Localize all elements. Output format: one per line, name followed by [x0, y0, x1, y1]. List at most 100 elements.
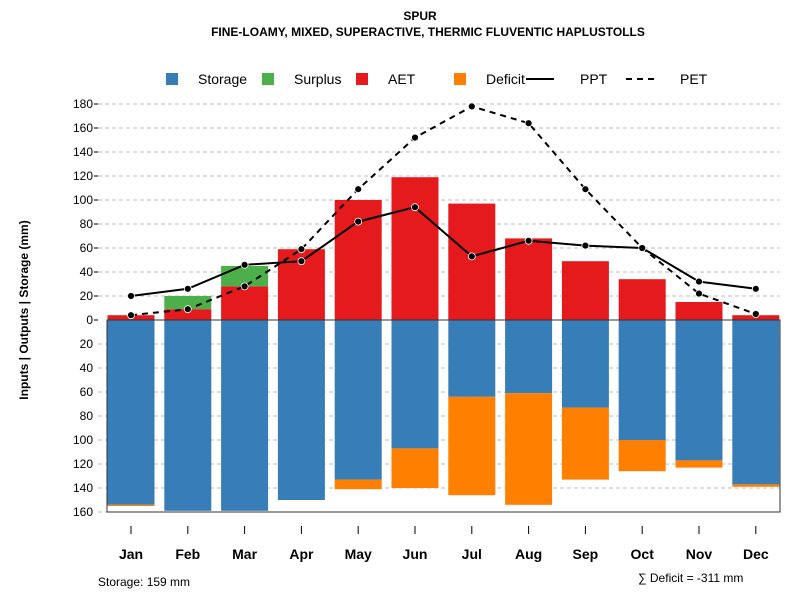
storage-bar [107, 320, 155, 505]
storage-bar [618, 320, 666, 440]
storage-bar [221, 320, 269, 511]
pet-point [183, 305, 192, 314]
pet-point [751, 310, 760, 318]
y-tick-label: 120 [73, 169, 93, 183]
y-tick-label: 60 [80, 385, 94, 399]
x-tick-label: Dec [743, 546, 769, 562]
pet-point [354, 185, 363, 194]
deficit-bar [561, 407, 609, 480]
x-tick-label: Apr [289, 546, 314, 562]
pet-point [411, 133, 419, 142]
legend-label-surplus: Surplus [294, 71, 341, 87]
ppt-point [524, 236, 533, 245]
storage-bar [561, 320, 609, 408]
aet-bar [164, 309, 212, 320]
storage-bar [277, 320, 325, 500]
ppt-point [411, 203, 419, 212]
storage-bar [448, 320, 496, 397]
x-tick-label: Jul [462, 546, 482, 562]
y-tick-label: 140 [73, 145, 93, 159]
y-tick-label: 120 [73, 457, 93, 471]
y-tick-label: 40 [80, 265, 94, 279]
pet-point [297, 245, 306, 254]
y-tick-label: 160 [73, 121, 93, 135]
pet-point [581, 185, 590, 194]
x-tick-label: Feb [175, 546, 200, 562]
ppt-point [183, 284, 192, 293]
surplus-bar [164, 296, 212, 310]
aet-bar [448, 203, 496, 320]
pet-line [130, 105, 757, 317]
storage-bar [164, 320, 212, 511]
x-tick-label: Sep [573, 546, 599, 562]
y-tick-label: 20 [80, 337, 94, 351]
ppt-point [297, 257, 306, 266]
pet-point [524, 119, 533, 128]
legend-swatch-surplus [262, 73, 274, 85]
y-tick-label: 80 [80, 409, 94, 423]
ppt-point [695, 277, 703, 286]
y-axis-label: Inputs | Outputs | Storage (mm) [17, 220, 31, 399]
legend-label-storage: Storage [198, 71, 247, 87]
storage-bar [391, 320, 439, 449]
ppt-point [240, 260, 249, 269]
deficit-bar [334, 479, 382, 490]
ppt-point [638, 244, 647, 252]
deficit-annotation: ∑ Deficit = -311 mm [638, 571, 743, 585]
storage-annotation: Storage: 159 mm [98, 575, 190, 589]
deficit-bar [675, 460, 723, 468]
deficit-bar [107, 504, 155, 506]
pet-point [240, 282, 249, 291]
x-tick-label: May [345, 546, 372, 562]
storage-frame [106, 319, 781, 513]
ppt-point [751, 284, 760, 293]
y-tick-label: 80 [80, 217, 94, 231]
legend-label-pet: PET [680, 71, 708, 87]
x-tick-label: Jan [119, 546, 143, 562]
chart-subtitle: FINE-LOAMY, MIXED, SUPERACTIVE, THERMIC … [211, 25, 645, 39]
y-tick-label: 180 [73, 97, 93, 111]
aet-bar [221, 286, 269, 320]
legend-label-ppt: PPT [580, 71, 608, 87]
ppt-point [467, 252, 476, 261]
aet-bar [505, 238, 553, 320]
x-tick-label: Aug [515, 546, 542, 562]
storage-bar [334, 320, 382, 480]
legend-label-deficit: Deficit [486, 71, 525, 87]
legend-swatch-deficit [454, 73, 466, 85]
y-tick-label: 40 [80, 361, 94, 375]
y-tick-label: 20 [80, 289, 94, 303]
pet-point [467, 102, 476, 111]
pet-point [695, 289, 703, 298]
storage-bar [675, 320, 723, 461]
ppt-point [581, 241, 590, 250]
surplus-bar [221, 266, 269, 287]
deficit-bar [505, 393, 553, 505]
x-tick-label: Mar [232, 546, 257, 562]
aet-bar [675, 302, 723, 320]
y-tick-label: 160 [73, 505, 93, 519]
deficit-bar [448, 396, 496, 496]
legend-swatch-aet [356, 73, 368, 85]
aet-bar [391, 177, 439, 320]
pet-point [127, 311, 135, 320]
deficit-bar [732, 484, 780, 487]
storage-bar [505, 320, 553, 394]
legend-label-aet: AET [388, 71, 416, 87]
x-tick-label: Nov [686, 546, 713, 562]
legend-swatch-storage [166, 73, 178, 85]
ppt-point [127, 292, 135, 300]
y-tick-label: 60 [80, 241, 94, 255]
y-tick-label: 100 [73, 433, 93, 447]
ppt-point [354, 217, 363, 226]
storage-bar [732, 320, 780, 485]
y-tick-label: 100 [73, 193, 93, 207]
x-tick-label: Oct [631, 546, 655, 562]
y-tick-label: 140 [73, 481, 93, 495]
aet-bar [561, 261, 609, 320]
deficit-bar [618, 440, 666, 472]
deficit-bar [391, 448, 439, 488]
x-tick-label: Jun [403, 546, 428, 562]
